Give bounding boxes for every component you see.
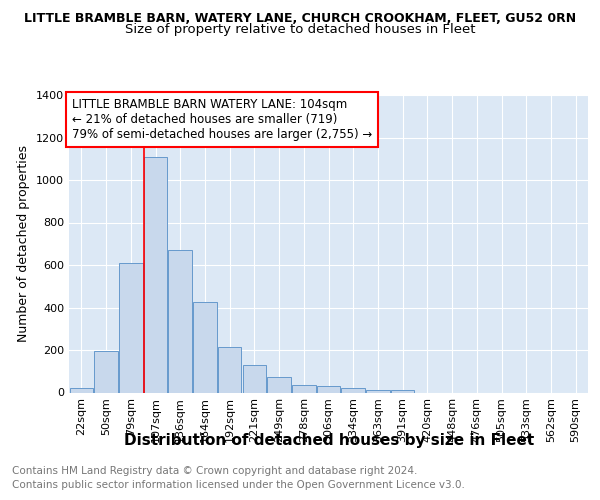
Bar [70, 388, 93, 392]
Bar [144, 156, 167, 392]
Bar [268, 376, 291, 392]
Bar [242, 365, 266, 392]
Bar [94, 351, 118, 393]
Bar [169, 250, 192, 392]
Bar [317, 386, 340, 392]
Bar [292, 385, 316, 392]
Text: LITTLE BRAMBLE BARN WATERY LANE: 104sqm
← 21% of detached houses are smaller (71: LITTLE BRAMBLE BARN WATERY LANE: 104sqm … [71, 98, 372, 141]
Text: Distribution of detached houses by size in Fleet: Distribution of detached houses by size … [124, 432, 534, 448]
Bar [119, 263, 143, 392]
Bar [341, 388, 365, 392]
Y-axis label: Number of detached properties: Number of detached properties [17, 145, 31, 342]
Text: Contains HM Land Registry data © Crown copyright and database right 2024.: Contains HM Land Registry data © Crown c… [12, 466, 418, 476]
Bar [218, 347, 241, 393]
Text: Size of property relative to detached houses in Fleet: Size of property relative to detached ho… [125, 22, 475, 36]
Text: Contains public sector information licensed under the Open Government Licence v3: Contains public sector information licen… [12, 480, 465, 490]
Bar [391, 390, 415, 392]
Bar [366, 390, 389, 392]
Bar [193, 302, 217, 392]
Text: LITTLE BRAMBLE BARN, WATERY LANE, CHURCH CROOKHAM, FLEET, GU52 0RN: LITTLE BRAMBLE BARN, WATERY LANE, CHURCH… [24, 12, 576, 26]
